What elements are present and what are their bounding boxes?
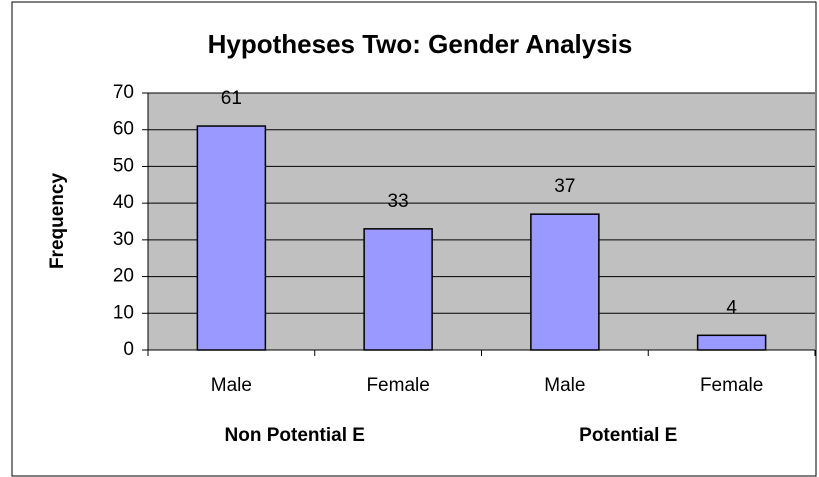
y-tick-label: 20 [113, 266, 134, 287]
group-label: Potential E [579, 425, 677, 446]
y-tick-label: 30 [113, 229, 134, 250]
y-axis-label: Frequency [47, 173, 68, 270]
bar [696, 334, 767, 351]
data-label: 37 [554, 176, 575, 197]
chart-title: Hypotheses Two: Gender Analysis [208, 29, 633, 59]
y-tick-label: 50 [113, 155, 134, 176]
x-tick-label: Female [366, 375, 429, 396]
y-tick-label: 70 [113, 82, 134, 103]
y-tick-label: 60 [113, 119, 134, 140]
bar [363, 228, 433, 351]
data-label: 33 [388, 191, 409, 212]
y-tick-label: 10 [113, 302, 134, 323]
y-tick-label: 40 [113, 192, 134, 213]
group-label: Non Potential E [225, 425, 365, 446]
bar [530, 213, 600, 351]
x-tick-label: Female [700, 375, 763, 396]
data-label: 4 [726, 297, 737, 318]
y-tick-label: 0 [123, 339, 134, 360]
bar [196, 125, 267, 351]
x-tick-label: Male [211, 375, 252, 396]
x-tick-label: Male [544, 375, 585, 396]
data-label: 61 [221, 88, 242, 109]
